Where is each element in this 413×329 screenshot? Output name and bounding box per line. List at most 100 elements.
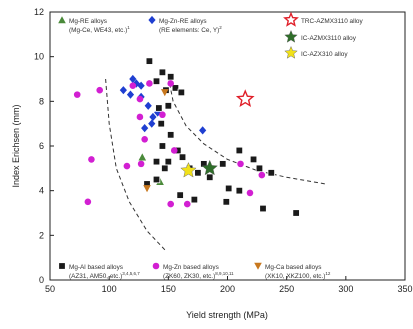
point-mg_zn-14 [237,160,244,168]
point-mg_al-5 [155,104,163,112]
point-mg_al-29 [235,146,244,155]
legend-marker-mg_ca [254,262,262,270]
point-mg_al-21 [176,191,184,199]
legend-label-mg_ca-1: (XK10, XKZ100, etc.)12 [265,271,331,280]
legend-marker-mg_zn_re [148,15,156,25]
legend-marker-trc [283,11,299,27]
point-mg_al-3 [152,77,161,85]
point-mg_zn_re-3 [126,90,135,99]
plot-frame [49,11,406,281]
x-tick-label-6: 350 [397,284,412,294]
x-tick-label-2: 150 [161,284,176,294]
point-mg_zn-11 [167,200,174,208]
point-mg_zn-6 [136,113,144,121]
point-mg_al-11 [178,153,187,161]
point-mg_al-19 [164,157,173,166]
point-ic_azx-0 [180,162,197,178]
point-mg_zn-15 [258,171,266,179]
point-mg_al-16 [219,160,227,168]
x-tick-label-5: 300 [338,284,353,294]
point-mg_re-0 [138,153,147,161]
point-ic_azmx-0 [201,159,218,176]
point-mg_zn_re-5 [144,101,152,110]
point-mg_al-17 [224,184,233,193]
point-mg_al-26 [249,155,258,164]
y-tick-label-3: 6 [39,141,44,151]
point-mg_zn_re-1 [129,74,137,84]
point-mg_zn-13 [137,160,145,168]
guide-curve-2 [167,76,326,185]
y-tick-label-6: 12 [34,7,44,17]
legend-label-trc-0: TRC-AZMX3110 alloy [301,18,363,25]
point-mg_ca-1 [160,89,169,97]
point-mg_al-23 [222,198,231,206]
guide-curves [105,76,326,252]
point-mg_zn-1 [96,86,103,94]
point-mg_zn-8 [159,111,166,119]
legend-label-ic_azx-0: IC-AZX310 alloy [301,51,348,58]
x-axis-label: Yield strength (MPa) [186,310,268,320]
legend-label-ic_azmx-0: IC-AZMX3110 alloy [301,35,357,42]
point-mg_zn-9 [167,80,174,87]
point-mg_al-1 [158,68,167,76]
x-tick-label-4: 250 [279,284,294,294]
point-mg_al-9 [158,142,167,150]
legend-marker-ic_azmx [284,29,298,43]
point-mg_al-31 [177,88,186,97]
point-mg_al-13 [194,169,202,177]
legend-ref-mg_zn_re: 2 [219,25,222,30]
point-trc-0 [235,89,255,108]
point-mg_zn-3 [88,156,95,163]
legend-marker-ic_azx [284,45,298,59]
point-mg_al-25 [292,209,300,217]
point-mg_zn-17 [183,200,191,208]
y-tick-label-5: 10 [34,52,44,62]
legend-ref-mg_ca: 12 [325,271,331,276]
point-mg_al-0 [145,57,154,65]
legend-label-mg_re-0: Mg-RE alloys [69,18,107,25]
point-mg_zn_re-0 [119,86,127,95]
point-mg_zn-18 [146,80,153,87]
legend: Mg-RE alloys(Mg-Ce, WE43, etc.)1 Mg-Zn-RE… [58,11,363,280]
point-mg_al-27 [255,164,264,173]
point-mg_al-7 [157,119,165,128]
legend-label-mg_zn_re-0: Mg-Zn-RE alloys [159,18,207,25]
legend-label-mg_re-1: (Mg-Ce, WE43, etc.)1 [69,25,130,34]
point-mg_zn-10 [170,147,178,154]
legend-label-mg_al-1: (AZ31, AM50, etc.)3,4,5,6,7 [69,271,140,280]
x-axis: 50 100 150 200 250 300 350 [45,276,413,294]
point-mg_zn-0 [73,91,81,98]
point-mg_al-28 [267,169,275,177]
point-mg_zn-12 [123,162,131,170]
point-mg_zn_re-9 [154,108,162,117]
point-mg_al-15 [206,173,214,181]
point-mg_al-20 [152,157,161,166]
point-mg_al-6 [164,102,173,110]
y-axis: 0 2 4 6 8 10 12 [34,7,54,285]
y-tick-label-4: 8 [39,96,44,106]
legend-ref-mg_re: 1 [127,25,130,30]
point-mg_zn_re-6 [149,112,157,122]
point-mg_zn_re-10 [199,126,207,135]
legend-label-mg_ca-0: Mg-Ca based alloys [265,264,321,271]
point-mg_zn-7 [141,136,148,143]
legend-ref-mg_zn: 8,9,10,11 [215,271,234,276]
legend-label-mg_zn_re-1: (RE elements: Ce, Y)2 [159,25,222,34]
legend-marker-mg_al [58,262,66,270]
point-mg_zn-2 [84,198,92,206]
y-tick-label-0: 0 [39,275,44,285]
point-mg_al-18 [235,186,244,195]
point-mg_zn-5 [136,95,144,103]
point-mg_al-33 [152,175,161,184]
point-mg_al-24 [259,204,267,213]
legend-marker-mg_re [58,16,66,24]
y-tick-label-1: 2 [39,230,44,240]
point-mg_zn_re-11 [137,81,145,90]
x-tick-label-1: 100 [102,284,117,294]
x-tick-label-0: 50 [45,284,55,294]
legend-label-mg_zn-0: Mg-Zn based alloys [163,264,219,271]
legend-label-mg_al-0: Mg-Al based alloys [69,264,123,271]
legend-marker-mg_zn [152,262,160,270]
legend-ref-mg_al: 3,4,5,6,7 [122,271,140,276]
